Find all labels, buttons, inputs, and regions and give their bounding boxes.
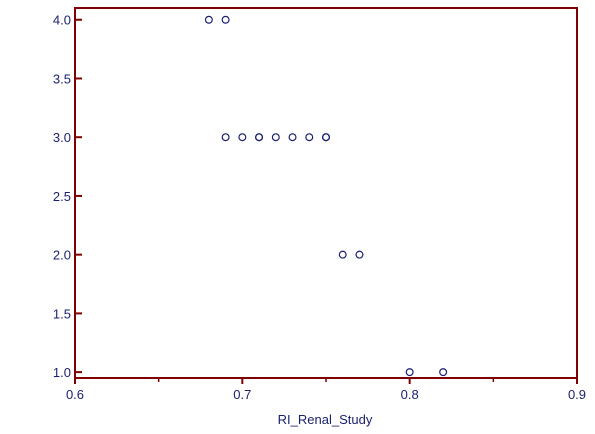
x-tick-label: 0.9 bbox=[568, 387, 586, 402]
data-point bbox=[271, 133, 280, 142]
data-point bbox=[255, 133, 264, 142]
x-axis-label: RI_Renal_Study bbox=[278, 412, 373, 427]
axes-layer bbox=[74, 7, 578, 379]
data-point bbox=[288, 133, 297, 142]
y-tick-label: 4.0 bbox=[53, 13, 71, 28]
x-tick-label: 0.7 bbox=[233, 387, 251, 402]
data-point bbox=[238, 133, 247, 142]
tick-labels-layer: 1.0 1.5 2.0 2.5 3.0 3.5 4.0 0.6 0.7 0.8 0.9 bbox=[53, 13, 586, 402]
data-point bbox=[221, 133, 230, 142]
y-tick-label: 2.0 bbox=[53, 248, 71, 263]
data-point bbox=[221, 15, 230, 24]
y-tick-label: 1.5 bbox=[53, 306, 71, 321]
data-point bbox=[322, 133, 331, 142]
y-tick-label: 1.0 bbox=[53, 365, 71, 380]
data-point bbox=[305, 133, 314, 142]
ticks-layer bbox=[74, 18, 578, 384]
y-tick-label: 2.5 bbox=[53, 189, 71, 204]
data-point bbox=[204, 15, 213, 24]
y-tick-label: 3.5 bbox=[53, 71, 71, 86]
data-point bbox=[355, 250, 364, 259]
data-point bbox=[338, 250, 347, 259]
data-point bbox=[405, 368, 414, 377]
data-point bbox=[439, 368, 448, 377]
x-tick-label: 0.6 bbox=[66, 387, 84, 402]
points-layer bbox=[204, 15, 448, 377]
plot-frame bbox=[74, 7, 578, 379]
x-tick-label: 0.8 bbox=[401, 387, 419, 402]
y-tick-label: 3.0 bbox=[53, 130, 71, 145]
